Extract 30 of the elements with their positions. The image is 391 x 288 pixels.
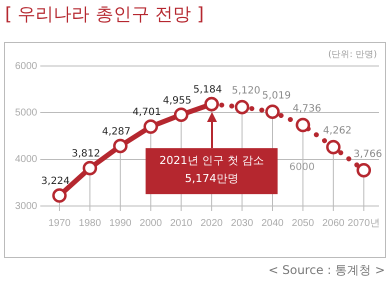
chart-title: [ 우리나라 총인구 전망 ] <box>5 3 204 26</box>
x-tick-label: 2040 <box>261 218 284 229</box>
data-label: 5,019 <box>262 90 291 102</box>
text: < Source : 통계청 > <box>268 262 385 279</box>
x-tick-label: 1990 <box>109 218 132 229</box>
data-label: 3,812 <box>72 148 100 160</box>
data-label: 3,766 <box>353 148 382 160</box>
x-tick-label: 2000 <box>140 218 162 229</box>
data-label: 4,287 <box>102 126 131 138</box>
x-tick-label: 2060 <box>322 218 345 229</box>
y-tick-label: 3000 <box>14 200 38 212</box>
x-tick-label: 2050 <box>292 218 314 229</box>
data-label: 4,736 <box>292 104 322 115</box>
y-tick-label: 5000 <box>14 107 38 118</box>
x-tick-label: 2020 <box>200 218 224 229</box>
y-tick-label: 4000 <box>14 154 38 166</box>
x-tick-label: 2030 <box>230 218 254 229</box>
data-label: 3,224 <box>41 176 70 188</box>
data-label: 5,120 <box>232 86 260 97</box>
annotation: 2021년 인구 첫 감소 5,174만명 <box>159 154 264 185</box>
y-axis-title: (단위: 만명) <box>328 49 377 61</box>
data-label: 4,262 <box>323 126 352 137</box>
data-label: 5,184 <box>193 84 222 96</box>
y-tick-label: 6000 <box>14 60 38 72</box>
x-tick-label: 1970 <box>48 218 72 229</box>
data-label: 4,955 <box>162 95 192 106</box>
data-label: 4,701 <box>132 107 162 118</box>
x-tick-label: 2010 <box>170 218 193 229</box>
x-tick-label: 1980 <box>78 218 102 229</box>
x-tick-label: 2070년 <box>348 218 380 229</box>
